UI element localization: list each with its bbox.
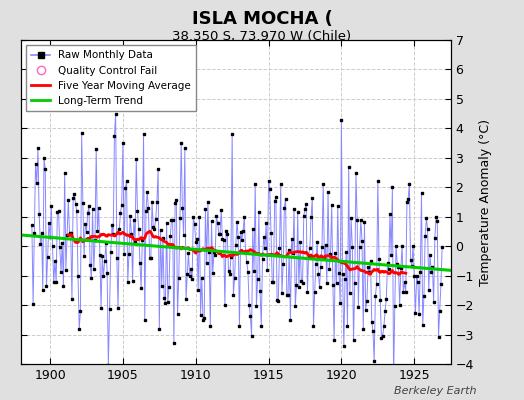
- Text: 38.350 S, 73.970 W (Chile): 38.350 S, 73.970 W (Chile): [172, 30, 352, 43]
- Text: ISLA MOCHA (: ISLA MOCHA (: [192, 10, 332, 28]
- Text: Berkeley Earth: Berkeley Earth: [395, 386, 477, 396]
- Y-axis label: Temperature Anomaly (°C): Temperature Anomaly (°C): [479, 118, 493, 286]
- Legend: Raw Monthly Data, Quality Control Fail, Five Year Moving Average, Long-Term Tren: Raw Monthly Data, Quality Control Fail, …: [26, 45, 196, 111]
